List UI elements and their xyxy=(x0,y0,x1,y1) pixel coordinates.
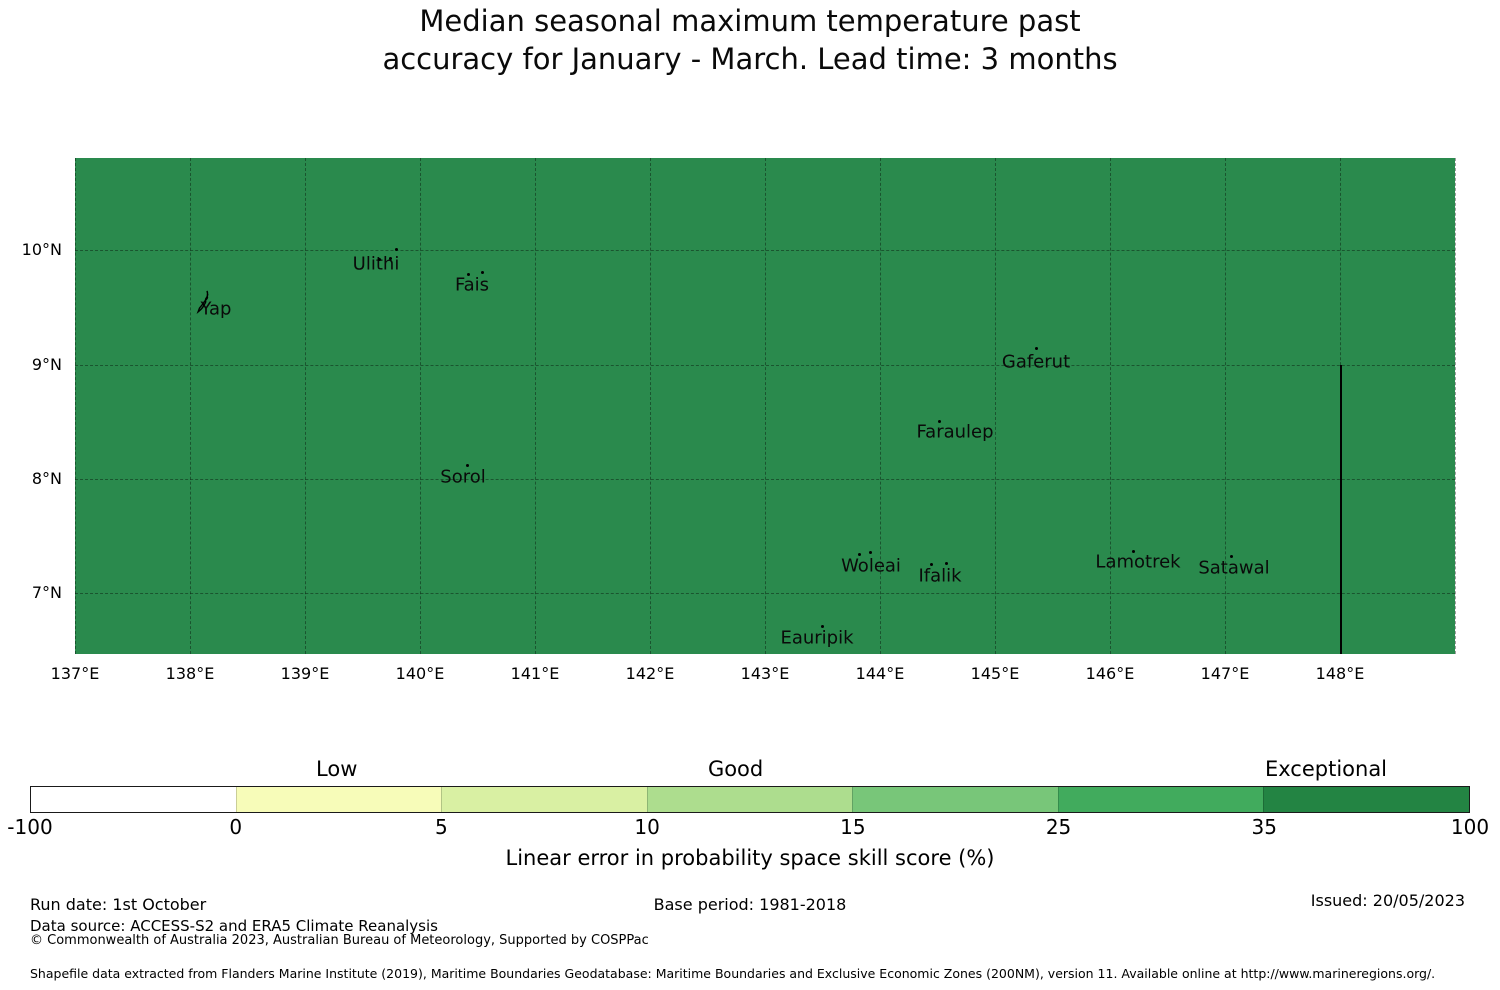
lon-tick-label: 148°E xyxy=(1315,664,1365,683)
gridline-meridian xyxy=(535,158,536,654)
island-dot-lamotrek xyxy=(1132,550,1135,553)
gridline-parallel xyxy=(75,593,1455,594)
lat-tick-label: 10°N xyxy=(21,240,62,259)
gridline-meridian xyxy=(1110,158,1111,654)
lat-tick-label: 7°N xyxy=(31,583,62,602)
colorbar-axis-label: Linear error in probability space skill … xyxy=(505,846,995,870)
colorbar-tick-label: 35 xyxy=(1251,815,1278,839)
colorbar-tick-label: 25 xyxy=(1045,815,1072,839)
gridline-meridian xyxy=(1455,158,1456,654)
lon-tick-label: 144°E xyxy=(855,664,905,683)
gridline-meridian xyxy=(420,158,421,654)
lat-tick-label: 9°N xyxy=(31,355,62,374)
lon-tick-label: 140°E xyxy=(395,664,445,683)
island-dot-eauripik xyxy=(821,625,824,628)
lon-tick-label: 147°E xyxy=(1200,664,1250,683)
island-dot-faraulep xyxy=(938,420,941,423)
lon-tick-label: 142°E xyxy=(625,664,675,683)
base-period-text: Base period: 1981-2018 xyxy=(653,895,847,914)
island-label-satawal: Satawal xyxy=(1198,557,1270,579)
gridline-parallel xyxy=(75,479,1455,480)
colorbar-segment xyxy=(646,787,853,812)
gridline-meridian xyxy=(190,158,191,654)
island-shape-yap xyxy=(196,290,214,314)
colorbar-segment xyxy=(852,787,1058,812)
island-dot-fais xyxy=(481,271,484,274)
island-label-yap: Yap xyxy=(200,298,232,320)
colorbar-tick-label: -100 xyxy=(7,815,53,839)
colorbar-category-label: Good xyxy=(707,757,764,781)
colorbar-tick-label: 15 xyxy=(840,815,866,839)
lat-tick-label: 8°N xyxy=(31,469,62,488)
gridline-meridian xyxy=(765,158,766,654)
lon-tick-label: 137°E xyxy=(50,664,100,683)
colorbar-tick-label: 100 xyxy=(1450,815,1490,839)
colorbar-segment xyxy=(1057,787,1264,812)
island-label-eauripik: Eauripik xyxy=(780,627,854,649)
lon-tick-label: 145°E xyxy=(970,664,1020,683)
island-label-woleai: Woleai xyxy=(841,555,901,577)
gridline-meridian xyxy=(650,158,651,654)
island-dot-fais xyxy=(467,273,470,276)
data-source-text: Data source: ACCESS-S2 and ERA5 Climate … xyxy=(30,917,438,935)
island-dot-ulithi xyxy=(395,248,398,251)
island-dot-ifalik xyxy=(945,562,948,565)
gridline-parallel xyxy=(75,250,1455,251)
lon-tick-label: 146°E xyxy=(1085,664,1135,683)
issued-date-text: Issued: 20/05/2023 xyxy=(1310,891,1465,910)
island-label-lamotrek: Lamotrek xyxy=(1095,551,1181,573)
lon-tick-label: 138°E xyxy=(165,664,215,683)
gridline-meridian xyxy=(1225,158,1226,654)
colorbar-segment xyxy=(235,787,442,812)
colorbar-segment xyxy=(1263,787,1470,812)
colorbar-tick-label: 5 xyxy=(435,815,448,839)
gridline-meridian xyxy=(995,158,996,654)
island-dot-satawal xyxy=(1230,555,1233,558)
island-label-sorol: Sorol xyxy=(440,466,486,488)
colorbar-tick-label: 0 xyxy=(229,815,243,839)
lon-tick-label: 143°E xyxy=(740,664,790,683)
run-date-text: Run date: 1st October xyxy=(30,895,207,914)
colorbar-tick-label: 10 xyxy=(634,815,660,839)
island-label-fais: Fais xyxy=(454,274,490,296)
chart-title-line2: accuracy for January - March. Lead time:… xyxy=(382,42,1118,76)
copyright-text: © Commonwealth of Australia 2023, Austra… xyxy=(30,933,649,948)
lon-tick-label: 139°E xyxy=(280,664,330,683)
island-label-gaferut: Gaferut xyxy=(1001,351,1071,373)
gridline-meridian xyxy=(75,158,76,654)
island-dot-ifalik xyxy=(930,563,933,566)
chart-title-line1: Median seasonal maximum temperature past xyxy=(419,4,1081,38)
map-panel: Yap Ulithi Fais Sorol Gaferut Faraulep Woleai I… xyxy=(75,158,1456,654)
island-label-faraulep: Faraulep xyxy=(916,421,994,443)
island-dot-ulithi xyxy=(389,257,392,260)
colorbar xyxy=(30,786,1470,813)
colorbar-category-label: Low xyxy=(316,757,358,781)
shapefile-attribution-text: Shapefile data extracted from Flanders M… xyxy=(30,966,1436,981)
gridline-meridian xyxy=(880,158,881,654)
gridline-parallel xyxy=(75,365,1455,366)
island-dot-ulithi xyxy=(378,258,381,261)
island-dot-sorol xyxy=(466,464,469,467)
gridline-meridian xyxy=(305,158,306,654)
island-dot-gaferut xyxy=(1035,347,1038,350)
lon-tick-label: 141°E xyxy=(510,664,560,683)
eez-boundary-line xyxy=(1340,365,1342,654)
colorbar-category-label: Exceptional xyxy=(1264,757,1388,781)
colorbar-segment xyxy=(441,787,647,812)
island-dot-woleai xyxy=(869,551,872,554)
colorbar-segment xyxy=(31,787,236,812)
island-label-ulithi: Ulithi xyxy=(352,253,400,275)
chart-title: Median seasonal maximum temperature past… xyxy=(0,2,1500,78)
island-dot-woleai xyxy=(858,553,861,556)
island-label-ifalik: Ifalik xyxy=(918,565,962,587)
